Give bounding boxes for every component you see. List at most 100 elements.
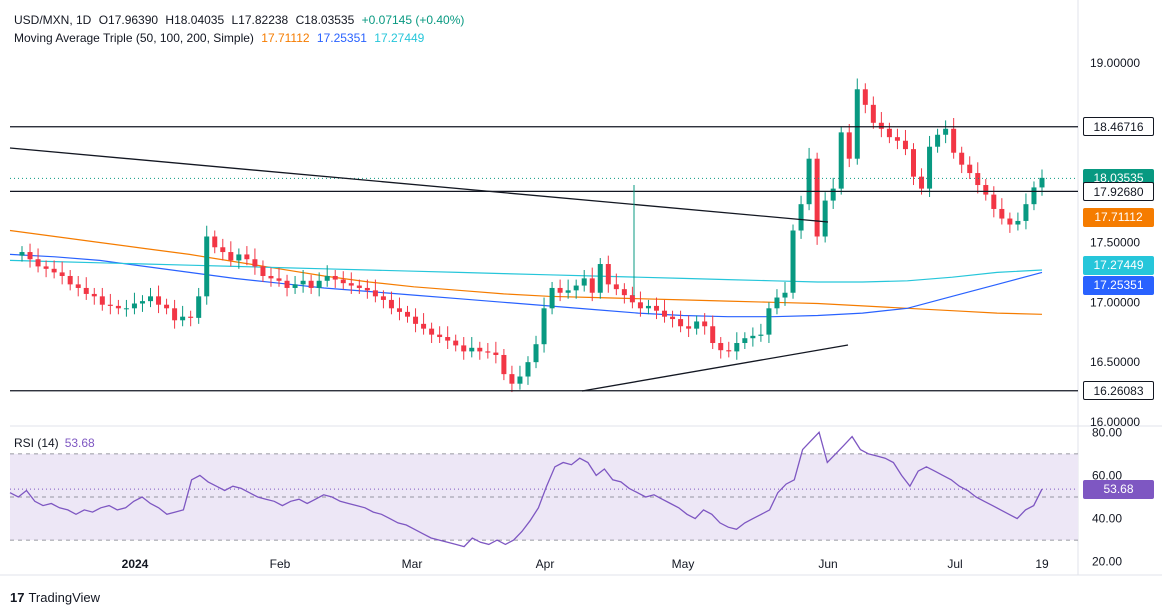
ma200-value: 17.27449 — [374, 31, 425, 45]
candle-body — [758, 334, 764, 336]
candle-body — [429, 328, 435, 335]
candle-body — [1031, 187, 1037, 205]
candle-body — [364, 287, 370, 291]
candle-body — [702, 321, 708, 327]
candle-body — [244, 254, 250, 260]
footer: 17 TradingView — [10, 590, 100, 605]
candle-body — [830, 188, 836, 201]
ma50-value: 17.71112 — [261, 31, 310, 45]
rsi-line — [9, 431, 1043, 548]
candle-body — [388, 299, 394, 309]
candle-body — [694, 321, 700, 329]
candle-body — [766, 308, 772, 335]
time-tick-label: Apr — [536, 557, 555, 571]
candle-body — [332, 275, 338, 280]
candle-body — [348, 283, 354, 286]
change-value: +0.07145 (+0.40%) — [361, 13, 465, 27]
candle-body — [621, 289, 627, 296]
candle-body — [967, 164, 973, 174]
symbol-header: USD/MXN, 1D O17.96390 H18.04035 L17.8223… — [14, 13, 468, 27]
time-tick-label: 19 — [1035, 557, 1049, 571]
candle-body — [742, 338, 748, 344]
ma200-line — [9, 259, 1043, 283]
price-tag-ma50: 17.71112 — [1083, 207, 1154, 227]
candle-body — [437, 334, 443, 338]
symbol-label[interactable]: USD/MXN, 1D — [14, 13, 92, 27]
candle-body — [260, 266, 266, 276]
candle-body — [927, 146, 933, 189]
candle-body — [445, 337, 451, 341]
candle-body — [477, 347, 483, 352]
candle-body — [525, 362, 531, 377]
candle-body — [396, 308, 402, 312]
candle-body — [324, 275, 330, 281]
candle-body — [340, 279, 346, 284]
ma-label[interactable]: Moving Average Triple (50, 100, 200, Sim… — [14, 31, 254, 45]
candle-body — [316, 280, 322, 288]
trendlines — [9, 126, 1078, 392]
time-tick-label: 2024 — [122, 557, 149, 571]
candle-body — [413, 316, 419, 324]
candle-body — [131, 303, 137, 309]
candle-body — [115, 305, 121, 309]
candle-body — [951, 128, 957, 153]
close-value: C18.03535 — [295, 13, 355, 27]
candle-body — [782, 292, 788, 298]
candle-body — [380, 296, 386, 300]
candle-body — [862, 89, 868, 105]
candle-body — [686, 326, 692, 329]
candle-body — [1023, 204, 1029, 221]
candle-body — [886, 128, 892, 138]
candle-body — [252, 259, 258, 267]
ma100-line — [9, 253, 1043, 318]
candle-body — [276, 278, 282, 281]
time-tick-label: May — [672, 557, 695, 571]
price-tag-level: 17.92680 — [1083, 181, 1154, 201]
candle-body — [284, 280, 290, 288]
candle-body — [653, 305, 659, 311]
candle-body — [670, 316, 676, 320]
candle-body — [212, 236, 218, 248]
price-tag-level: 16.26083 — [1083, 381, 1154, 401]
candle-body — [19, 252, 25, 256]
tradingview-logo-icon: 17 — [10, 590, 25, 605]
candle-body — [983, 185, 989, 195]
descending-trendline — [9, 147, 829, 223]
candle-body — [581, 278, 587, 286]
candle-body — [662, 310, 668, 317]
candle-body — [107, 304, 113, 306]
candle-body — [710, 326, 716, 344]
rsi-label[interactable]: RSI (14) — [14, 436, 59, 450]
low-value: L17.82238 — [231, 13, 289, 27]
candle-body — [854, 89, 860, 159]
time-tick-label: Jul — [947, 557, 962, 571]
rsi-price-tag: 53.68 — [1083, 479, 1154, 499]
candle-body — [123, 308, 129, 310]
brand-label[interactable]: TradingView — [28, 590, 101, 605]
candle-body — [51, 268, 57, 273]
ma50-line — [9, 229, 1043, 315]
candle-body — [822, 200, 828, 237]
moving-averages — [9, 229, 1043, 318]
candles — [19, 78, 1045, 393]
rsi-tick-label: 40.00 — [1092, 512, 1122, 526]
price-tick-label: 17.00000 — [1090, 295, 1140, 309]
candle-body — [629, 295, 635, 303]
candle-body — [300, 280, 306, 285]
candle-body — [204, 236, 210, 297]
price-tag-ma100: 17.25351 — [1083, 276, 1154, 296]
candle-body — [35, 259, 41, 267]
candle-body — [846, 132, 852, 159]
ma100-value: 17.25351 — [316, 31, 367, 45]
candle-body — [573, 285, 579, 291]
price-tick-label: 19.00000 — [1090, 56, 1140, 70]
candle-body — [902, 140, 908, 150]
price-tick-label: 16.00000 — [1090, 415, 1140, 429]
candle-body — [453, 340, 459, 346]
candle-body — [605, 264, 611, 285]
candle-body — [1007, 218, 1013, 225]
candle-body — [148, 296, 154, 302]
candle-body — [220, 247, 226, 253]
candle-body — [734, 343, 740, 352]
